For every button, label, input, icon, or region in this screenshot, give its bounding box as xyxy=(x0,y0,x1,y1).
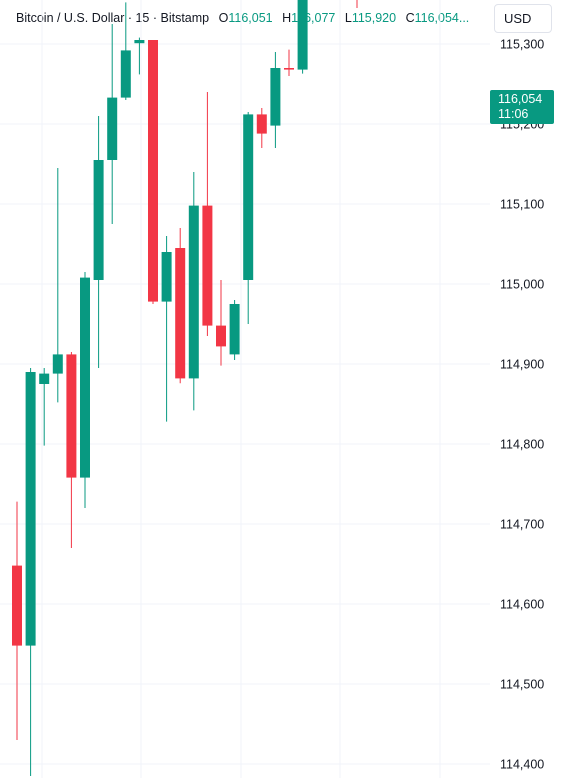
candle-body xyxy=(202,205,213,326)
candle xyxy=(120,2,131,100)
candle-body xyxy=(66,354,77,478)
y-tick-label: 114,700 xyxy=(500,518,544,532)
candle xyxy=(134,37,145,75)
last-price-tag: 116,054 11:06 xyxy=(490,90,554,124)
candle-body xyxy=(80,277,90,478)
candle-body xyxy=(175,248,186,379)
candle xyxy=(202,92,213,336)
high-label: H xyxy=(282,11,292,25)
candle xyxy=(284,49,294,76)
candle xyxy=(80,272,90,508)
y-tick-label: 114,800 xyxy=(500,438,544,452)
candle xyxy=(148,40,158,304)
candle-body xyxy=(161,252,172,302)
candle-body xyxy=(256,114,267,134)
candle-body xyxy=(297,0,308,70)
candle xyxy=(216,280,226,366)
y-tick-label: 115,300 xyxy=(500,38,544,52)
candle-body xyxy=(216,325,226,347)
close-label: C xyxy=(405,11,415,25)
candle-body xyxy=(243,114,254,281)
candle xyxy=(270,52,281,148)
currency-button[interactable]: USD xyxy=(494,4,552,33)
candle-body xyxy=(270,68,281,126)
candle-body xyxy=(284,68,294,70)
y-tick-label: 114,600 xyxy=(500,598,544,612)
price-axis[interactable]: 116,200116,100116,000115,900115,800115,7… xyxy=(500,0,544,772)
candle-body xyxy=(107,97,118,160)
candle xyxy=(93,116,104,368)
symbol-title: Bitcoin / U.S. Dollar · 15 · Bitstamp xyxy=(16,11,210,25)
candle-body xyxy=(229,304,240,355)
candle xyxy=(39,368,50,446)
open-label: O xyxy=(218,11,229,25)
candle-body xyxy=(25,372,36,646)
candle xyxy=(161,236,172,422)
low-value: 115,920 xyxy=(351,11,397,25)
candle-body xyxy=(148,40,158,302)
candle xyxy=(188,172,199,411)
candle xyxy=(356,0,358,8)
candle xyxy=(175,228,186,384)
candle xyxy=(243,112,254,324)
candle xyxy=(107,24,118,224)
y-tick-label: 115,000 xyxy=(500,278,544,292)
candle xyxy=(12,501,22,740)
y-tick-label: 114,400 xyxy=(500,758,544,772)
candle xyxy=(52,168,63,403)
y-tick-label: 115,100 xyxy=(500,198,544,212)
grid-lines xyxy=(0,0,490,778)
y-tick-label: 114,900 xyxy=(500,358,544,372)
low-label: L xyxy=(344,11,352,25)
close-value: 116,054... xyxy=(414,11,470,25)
candle-body xyxy=(93,160,104,280)
candle-body xyxy=(188,205,199,379)
candle-body xyxy=(120,50,131,98)
candles xyxy=(12,0,358,776)
candle xyxy=(297,0,308,74)
y-tick-label: 114,500 xyxy=(500,678,544,692)
open-value: 116,051 xyxy=(228,11,273,25)
bar-countdown: 11:06 xyxy=(498,107,529,121)
candle-body xyxy=(39,373,50,384)
last-price-value: 116,054 xyxy=(498,92,543,106)
candle-body xyxy=(134,40,145,44)
candle xyxy=(66,352,77,548)
candle-body xyxy=(12,565,22,646)
candle xyxy=(229,300,240,360)
candle xyxy=(25,368,36,776)
candle-body xyxy=(52,354,63,374)
candle xyxy=(256,108,267,148)
